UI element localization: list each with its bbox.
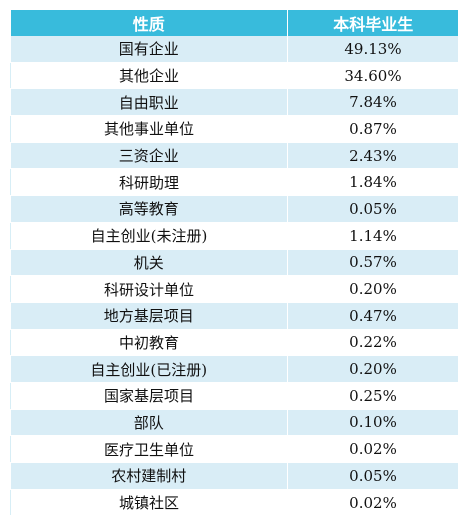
- cell-nature: 部队: [10, 409, 288, 437]
- cell-nature: 其他企业: [10, 62, 288, 90]
- cell-nature: 自主创业(已注册): [10, 355, 288, 383]
- cell-percentage: 1.84%: [287, 168, 458, 197]
- table-row: 地方基层项目 0.47%: [10, 302, 458, 330]
- table-row: 自由职业 7.84%: [10, 88, 458, 117]
- cell-percentage: 0.20%: [287, 355, 458, 383]
- table-row: 三资企业 2.43%: [10, 142, 458, 170]
- cell-percentage: 34.60%: [287, 62, 458, 90]
- header-undergraduate: 本科毕业生: [287, 10, 458, 36]
- cell-percentage: 0.25%: [287, 382, 458, 410]
- cell-percentage: 0.47%: [287, 302, 458, 330]
- cell-percentage: 0.57%: [287, 249, 458, 277]
- cell-percentage: 1.14%: [287, 222, 458, 250]
- table-row: 其他企业 34.60%: [10, 62, 458, 90]
- cell-nature: 科研助理: [10, 168, 288, 197]
- cell-nature: 中初教育: [10, 329, 288, 357]
- table-row: 其他事业单位 0.87%: [10, 115, 458, 143]
- cell-percentage: 0.05%: [287, 195, 458, 223]
- table-row: 高等教育 0.05%: [10, 195, 458, 223]
- cell-nature: 地方基层项目: [10, 302, 288, 330]
- cell-nature: 机关: [10, 249, 288, 277]
- cell-percentage: 0.87%: [287, 115, 458, 143]
- table-row: 国家基层项目 0.25%: [10, 382, 458, 410]
- cell-nature: 医疗卫生单位: [10, 435, 288, 463]
- table-row: 中初教育 0.22%: [10, 329, 458, 357]
- table-row: 自主创业(已注册) 0.20%: [10, 355, 458, 383]
- table-row: 机关 0.57%: [10, 249, 458, 277]
- cell-nature: 城镇社区: [10, 489, 288, 517]
- cell-nature: 农村建制村: [10, 462, 288, 490]
- table-row: 国有企业 49.13%: [10, 36, 458, 63]
- cell-nature: 三资企业: [10, 142, 288, 170]
- table-row: 科研设计单位 0.20%: [10, 275, 458, 303]
- cell-percentage: 2.43%: [287, 142, 458, 170]
- table-row: 农村建制村 0.05%: [10, 462, 458, 490]
- cell-nature: 自主创业(未注册): [10, 222, 288, 250]
- table-header-row: 性质 本科毕业生: [10, 10, 458, 36]
- cell-percentage: 7.84%: [287, 88, 458, 117]
- cell-percentage: 0.05%: [287, 462, 458, 490]
- cell-nature: 其他事业单位: [10, 115, 288, 143]
- table-row: 城镇社区 0.02%: [10, 489, 458, 517]
- cell-percentage: 0.10%: [287, 409, 458, 437]
- cell-percentage: 0.22%: [287, 329, 458, 357]
- table-row: 医疗卫生单位 0.02%: [10, 435, 458, 463]
- table-row: 部队 0.10%: [10, 409, 458, 437]
- table-row: 科研助理 1.84%: [10, 168, 458, 197]
- table-row: 自主创业(未注册) 1.14%: [10, 222, 458, 250]
- table-body: 国有企业 49.13% 其他企业 34.60% 自由职业 7.84% 其他事业单位 0.87%…: [10, 36, 458, 517]
- cell-nature: 科研设计单位: [10, 275, 288, 303]
- employment-nature-table: 性质 本科毕业生 国有企业 49.13% 其他企业 34.60% 自由职业 7.84% 其他…: [10, 10, 458, 517]
- cell-percentage: 0.02%: [287, 435, 458, 463]
- employment-table-container: 性质 本科毕业生 国有企业 49.13% 其他企业 34.60% 自由职业 7.84% 其他…: [10, 10, 458, 517]
- cell-percentage: 49.13%: [287, 36, 458, 63]
- cell-percentage: 0.20%: [287, 275, 458, 303]
- cell-nature: 国家基层项目: [10, 382, 288, 410]
- cell-nature: 国有企业: [10, 36, 288, 63]
- header-nature: 性质: [10, 10, 288, 36]
- cell-nature: 高等教育: [10, 195, 288, 223]
- cell-nature: 自由职业: [10, 88, 288, 117]
- cell-percentage: 0.02%: [287, 489, 458, 517]
